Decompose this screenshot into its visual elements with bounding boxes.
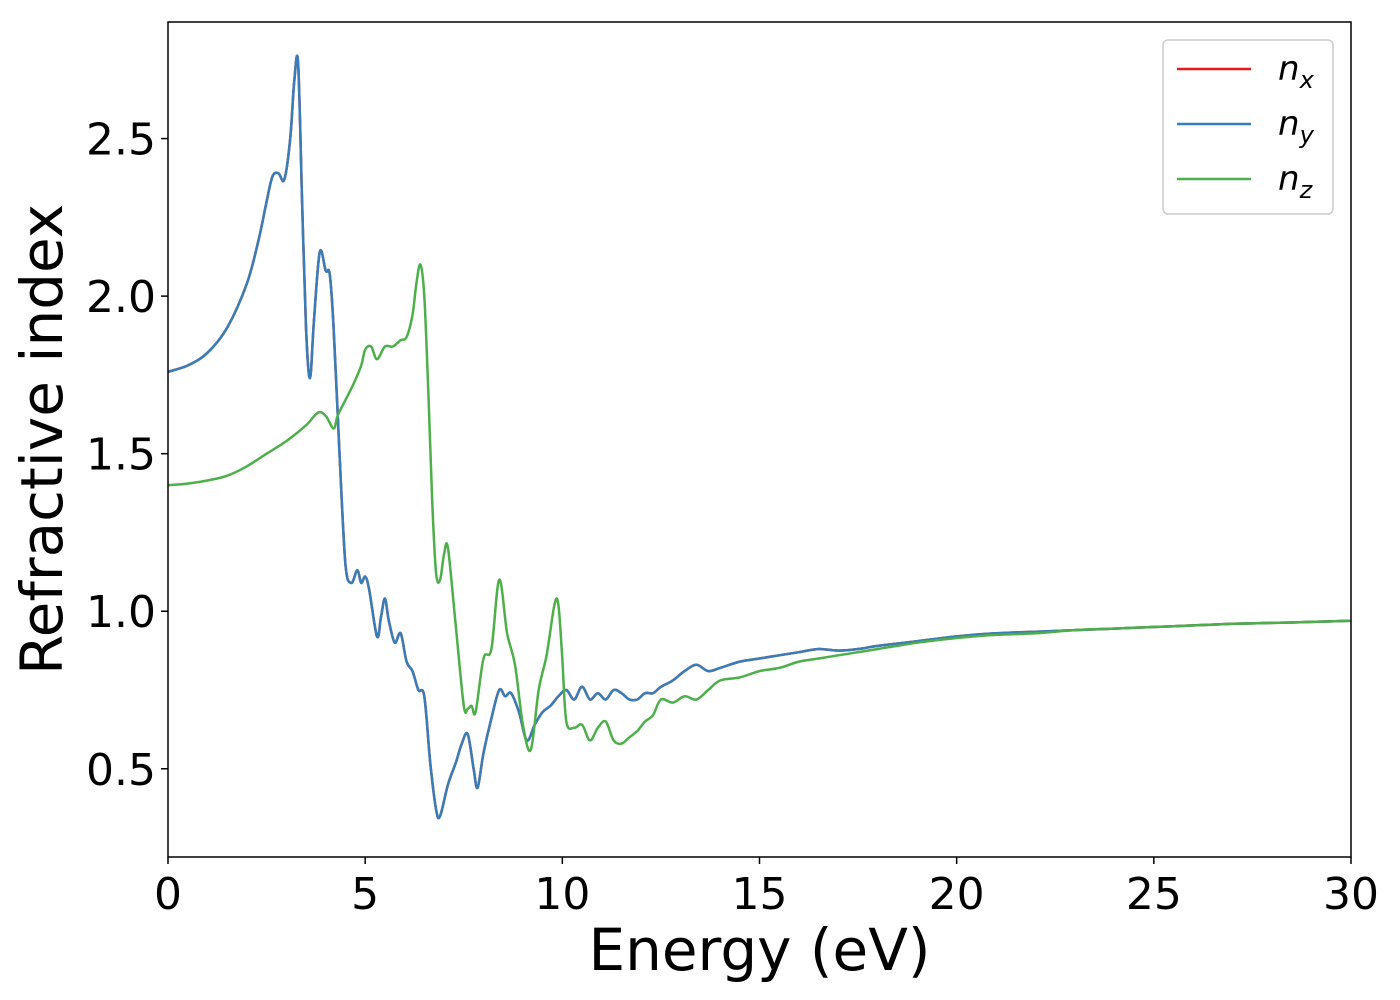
legend-box — [1162, 39, 1334, 215]
x-tick-label: 25 — [1126, 869, 1182, 920]
x-tick-label: 20 — [929, 869, 985, 920]
x-tick-label: 15 — [732, 869, 788, 920]
x-tick-label: 0 — [154, 869, 182, 920]
legend: nx ny nz — [1162, 39, 1334, 215]
legend-label-z: nz — [1278, 159, 1314, 204]
y-tick-label: 0.5 — [86, 745, 156, 796]
series-layer — [168, 54, 1351, 820]
x-axis: 0 5 10 15 20 25 30 — [154, 857, 1379, 920]
y-tick-label: 2.0 — [86, 272, 156, 323]
x-tick-label: 10 — [534, 869, 590, 920]
legend-label-y: ny — [1278, 104, 1315, 149]
y-axis: 0.5 1.0 1.5 2.0 2.5 — [86, 115, 168, 796]
y-tick-label: 2.5 — [86, 115, 156, 166]
x-tick-label: 5 — [351, 869, 379, 920]
series-line-1 — [168, 54, 1351, 820]
y-tick-label: 1.0 — [86, 587, 156, 638]
x-axis-label: Energy (eV) — [588, 916, 930, 984]
series-line-2 — [168, 263, 1351, 753]
y-tick-label: 1.5 — [86, 430, 156, 481]
x-tick-label: 30 — [1323, 869, 1379, 920]
y-axis-label: Refractive index — [8, 204, 76, 675]
legend-label-x: nx — [1278, 49, 1315, 94]
